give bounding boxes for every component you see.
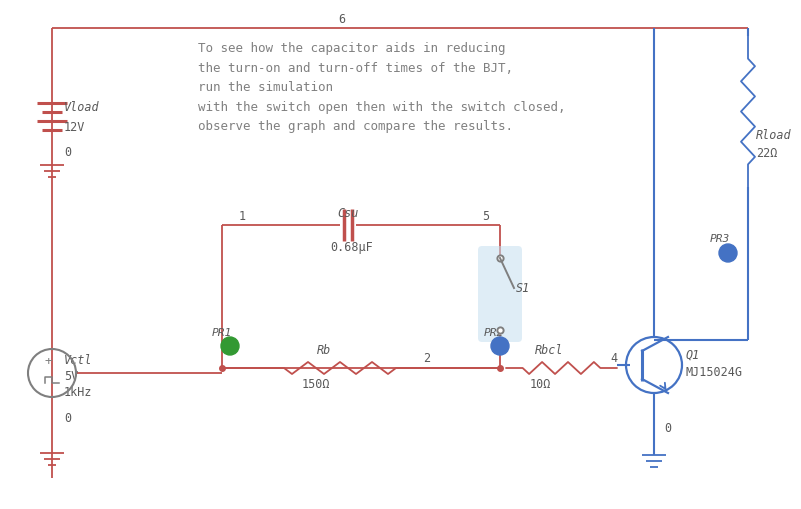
- Text: Csu: Csu: [337, 207, 359, 219]
- Circle shape: [491, 337, 509, 355]
- Text: Rbcl: Rbcl: [535, 344, 563, 356]
- Text: 0: 0: [64, 146, 71, 158]
- Text: 1: 1: [239, 210, 246, 222]
- Text: S1: S1: [516, 281, 530, 295]
- Circle shape: [221, 337, 239, 355]
- Text: V: V: [725, 248, 731, 258]
- Text: 0: 0: [664, 421, 671, 435]
- Text: V: V: [497, 341, 503, 351]
- Text: To see how the capacitor aids in reducing
the turn-on and turn-off times of the : To see how the capacitor aids in reducin…: [198, 42, 566, 133]
- Circle shape: [719, 244, 737, 262]
- Text: 0: 0: [64, 411, 71, 425]
- Text: 12V: 12V: [64, 121, 86, 133]
- Text: Q1: Q1: [686, 349, 700, 361]
- Text: 1kHz: 1kHz: [64, 385, 92, 399]
- Text: MJ15024G: MJ15024G: [686, 366, 743, 380]
- Text: 2: 2: [423, 353, 430, 365]
- Text: PR2: PR2: [484, 328, 505, 338]
- Text: 10Ω: 10Ω: [530, 378, 551, 390]
- Text: 4: 4: [610, 353, 617, 365]
- Text: Rload: Rload: [756, 128, 791, 142]
- Text: Vload: Vload: [64, 100, 99, 114]
- Text: +: +: [44, 355, 52, 369]
- FancyBboxPatch shape: [478, 246, 522, 342]
- Text: PR1: PR1: [212, 328, 232, 338]
- Text: 0.68μF: 0.68μF: [330, 240, 372, 253]
- Text: PR3: PR3: [710, 234, 731, 244]
- Text: Vctl: Vctl: [64, 353, 92, 366]
- Text: 6: 6: [339, 13, 345, 25]
- Text: Rb: Rb: [317, 344, 332, 356]
- Text: 150Ω: 150Ω: [302, 378, 331, 390]
- Text: V: V: [227, 341, 233, 351]
- Text: 5: 5: [482, 210, 489, 222]
- Text: 5V: 5V: [64, 370, 78, 382]
- Text: 22Ω: 22Ω: [756, 147, 778, 159]
